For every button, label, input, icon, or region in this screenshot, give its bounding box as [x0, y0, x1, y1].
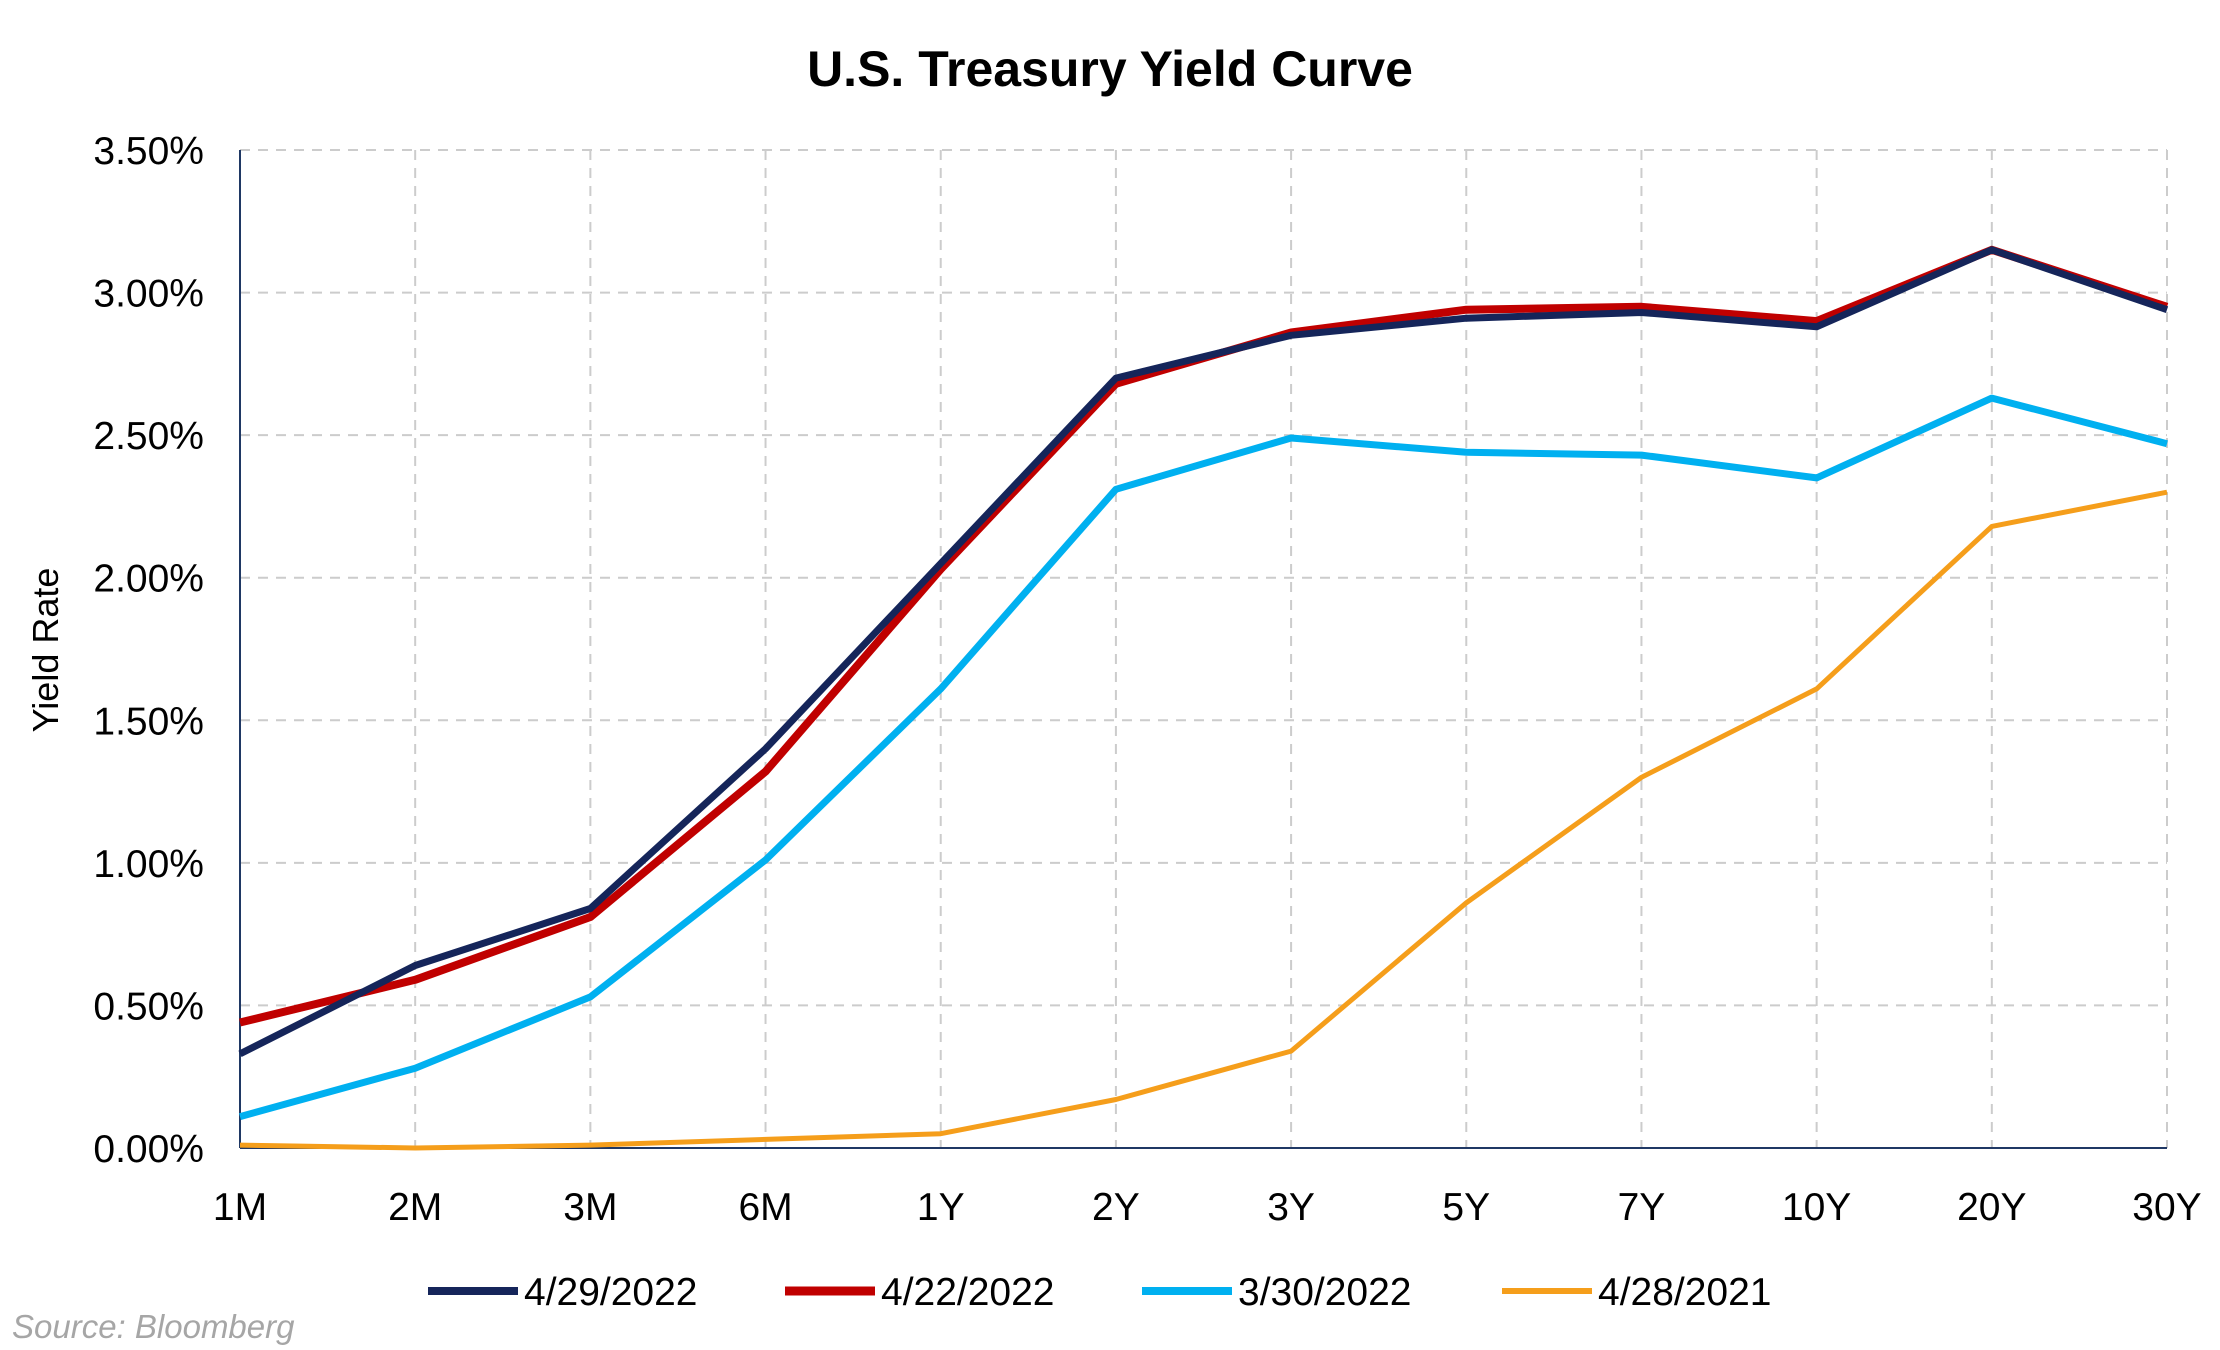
y-tick-label: 0.50%	[93, 985, 204, 1028]
y-axis-title: Yield Rate	[25, 568, 66, 733]
x-tick-label: 20Y	[1957, 1186, 2026, 1229]
x-tick-label: 3Y	[1267, 1186, 1315, 1229]
legend-label: 4/28/2021	[1598, 1271, 1772, 1314]
x-tick-label: 6M	[738, 1186, 792, 1229]
legend-label: 4/29/2022	[524, 1271, 698, 1314]
legend-label: 4/22/2022	[881, 1271, 1055, 1314]
y-tick-label: 2.00%	[93, 558, 204, 601]
y-tick-label: 1.50%	[93, 700, 204, 743]
y-tick-label: 1.00%	[93, 843, 204, 886]
x-tick-label: 10Y	[1782, 1186, 1851, 1229]
y-tick-label: 2.50%	[93, 415, 204, 458]
y-tick-label: 3.00%	[93, 273, 204, 316]
x-tick-label: 30Y	[2132, 1186, 2201, 1229]
x-tick-label: 1Y	[917, 1186, 965, 1229]
x-tick-label: 7Y	[1618, 1186, 1666, 1229]
series-lines	[238, 245, 2169, 1151]
source-note: Source: Bloomberg	[12, 1308, 295, 1345]
y-tick-label: 3.50%	[93, 130, 204, 173]
x-tick-label: 3M	[563, 1186, 617, 1229]
series-line-2	[239, 245, 2169, 1027]
series-line-1	[238, 246, 2169, 1058]
y-tick-labels: 0.00% 0.50% 1.00% 1.50% 2.00% 2.50% 3.00% 3.50%	[93, 130, 204, 1171]
legend: 4/29/2022 4/22/2022 3/30/2022 4/28/2021	[428, 1271, 1772, 1314]
chart-title: U.S. Treasury Yield Curve	[807, 41, 1413, 97]
series-line-3	[239, 394, 2168, 1120]
x-tick-labels: 1M 2M 3M 6M 1Y 2Y 3Y 5Y 7Y 10Y 20Y 30Y	[213, 1186, 2202, 1229]
legend-label: 3/30/2022	[1238, 1271, 1412, 1314]
y-tick-label: 0.00%	[93, 1128, 204, 1171]
x-tick-label: 2M	[388, 1186, 442, 1229]
x-tick-label: 1M	[213, 1186, 267, 1229]
x-tick-label: 5Y	[1442, 1186, 1490, 1229]
series-line-4	[239, 489, 2168, 1151]
x-tick-label: 2Y	[1092, 1186, 1140, 1229]
